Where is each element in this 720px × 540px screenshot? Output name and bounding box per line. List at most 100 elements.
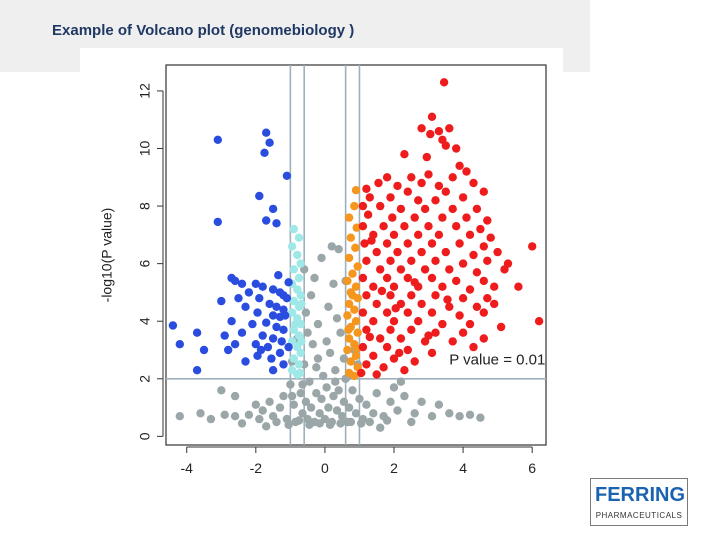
data-point-weak-down [289, 224, 298, 234]
data-point-not-significant [325, 420, 335, 429]
data-point-strong-up [417, 178, 426, 188]
data-point-not-significant [312, 389, 321, 398]
data-point-weak-up [344, 325, 353, 334]
data-point-strong-up [376, 334, 385, 343]
data-point-strong-down [272, 302, 281, 311]
data-point-strong-up [377, 286, 387, 296]
data-point-strong-up [438, 319, 447, 329]
data-point-weak-up [344, 213, 354, 222]
data-point-strong-up [403, 273, 412, 283]
data-point-not-significant [417, 397, 426, 406]
data-point-strong-up [417, 299, 426, 309]
data-point-weak-down [296, 259, 305, 268]
data-point-not-significant [306, 403, 316, 412]
data-point-not-significant [327, 242, 336, 251]
data-point-strong-up [452, 144, 461, 153]
data-point-strong-up [476, 224, 485, 234]
data-point-not-significant [244, 410, 254, 419]
data-point-strong-up [503, 259, 513, 268]
data-point-not-significant [410, 409, 419, 418]
data-point-not-significant [275, 403, 285, 412]
data-point-strong-up [400, 150, 409, 159]
data-point-not-significant [258, 406, 267, 415]
data-point-not-significant [325, 348, 335, 358]
data-point-weak-up [344, 334, 354, 343]
y-tick-label: 12 [137, 83, 153, 99]
data-point-weak-up [350, 201, 359, 211]
y-tick-label: 8 [137, 202, 153, 210]
data-point-strong-down [230, 276, 240, 286]
data-point-not-significant [286, 380, 295, 389]
data-point-weak-down [297, 337, 306, 346]
data-point-strong-down [263, 342, 273, 352]
data-point-strong-up [426, 129, 435, 139]
data-point-strong-down [168, 321, 178, 330]
data-point-strong-up [448, 337, 457, 346]
data-point-not-significant [407, 417, 416, 427]
data-point-not-significant [369, 409, 378, 418]
data-point-weak-down [296, 291, 305, 300]
data-point-strong-up [420, 265, 430, 274]
data-point-strong-up [431, 291, 440, 300]
data-point-weak-down [297, 299, 306, 309]
data-point-strong-up [403, 187, 412, 196]
data-point-strong-up [455, 239, 464, 248]
data-point-not-significant [355, 394, 364, 404]
data-point-weak-up [350, 305, 359, 314]
data-point-strong-up [528, 242, 537, 251]
data-point-strong-down [234, 294, 243, 303]
data-point-strong-up [376, 201, 385, 211]
data-point-strong-down [237, 279, 247, 288]
data-point-strong-up [400, 222, 409, 231]
data-point-strong-down [274, 271, 283, 280]
x-tick-label: 4 [459, 460, 467, 476]
data-point-strong-up [396, 265, 406, 274]
data-point-strong-down [281, 311, 290, 320]
data-point-strong-up [452, 222, 461, 231]
data-point-strong-down [272, 322, 281, 332]
data-point-strong-up [358, 342, 368, 352]
data-point-strong-up [400, 366, 409, 375]
data-point-strong-up [396, 334, 406, 343]
data-point-strong-up [407, 173, 416, 182]
data-point-strong-down [237, 328, 247, 337]
data-point-not-significant [382, 416, 392, 425]
data-point-not-significant [396, 377, 406, 386]
data-point-strong-up [372, 370, 381, 379]
data-point-not-significant [346, 417, 355, 427]
data-point-strong-up [458, 294, 468, 303]
data-point-not-significant [386, 397, 395, 406]
data-point-weak-down [293, 250, 302, 260]
data-point-strong-up [369, 317, 378, 326]
data-point-strong-up [403, 345, 412, 355]
data-point-strong-down [253, 308, 262, 317]
data-point-not-significant [255, 414, 264, 424]
data-point-strong-down [227, 317, 236, 326]
data-point-strong-down [282, 294, 292, 303]
data-point-strong-down [258, 331, 267, 340]
data-point-strong-up [443, 295, 452, 304]
data-point-strong-up [414, 230, 423, 239]
data-point-strong-up [427, 112, 437, 122]
data-point-strong-up [439, 78, 449, 87]
data-point-strong-up [422, 152, 431, 162]
data-point-strong-down [268, 285, 278, 294]
data-point-strong-up [483, 216, 492, 225]
data-point-weak-up [346, 233, 355, 242]
data-point-weak-down [296, 348, 305, 358]
y-axis-label: -log10(P value) [99, 208, 115, 303]
data-point-not-significant [445, 409, 454, 418]
data-point-weak-down [291, 319, 300, 329]
data-point-not-significant [296, 389, 305, 398]
data-point-strong-up [427, 348, 437, 358]
data-point-strong-down [262, 128, 271, 137]
data-point-not-significant [389, 383, 399, 392]
data-point-strong-down [279, 360, 288, 369]
data-point-not-significant [324, 302, 333, 311]
data-point-not-significant [313, 354, 323, 363]
data-point-strong-down [251, 340, 260, 349]
data-point-strong-up [362, 360, 371, 369]
data-point-strong-down [262, 318, 271, 327]
data-point-not-significant [301, 308, 311, 317]
data-point-strong-up [393, 181, 402, 191]
